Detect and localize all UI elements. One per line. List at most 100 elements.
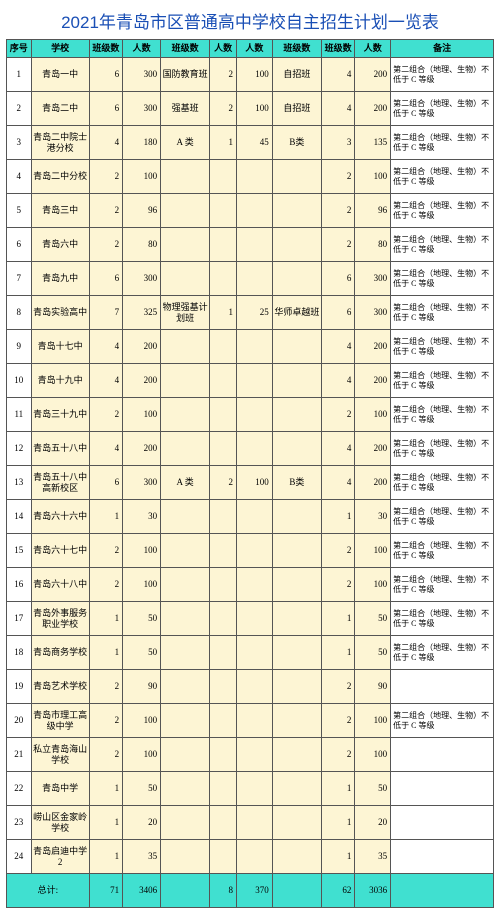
cell [161,160,210,194]
cell: 7 [89,296,123,330]
table-row: 19青岛艺术学校290290 [7,670,494,704]
totals-cell: 总计: [7,874,90,908]
cell: 4 [89,126,123,160]
cell: 2 [321,160,355,194]
cell [272,806,321,840]
cell [161,636,210,670]
cell [391,670,494,704]
cell: 第二组合（地理、生物）不低于 C 等级 [391,296,494,330]
cell [210,160,237,194]
cell: 青岛六十七中 [31,534,89,568]
cell [237,194,273,228]
cell [237,670,273,704]
table-row: 15青岛六十七中21002100第二组合（地理、生物）不低于 C 等级 [7,534,494,568]
cell: 国防教育班 [161,58,210,92]
table-row: 13青岛五十八中高新校区6300A 类2100B类4200第二组合（地理、生物）… [7,466,494,500]
cell [210,500,237,534]
cell: 3 [321,126,355,160]
cell: 青岛六十八中 [31,568,89,602]
cell: 80 [123,228,161,262]
cell: 1 [210,126,237,160]
cell: 23 [7,806,32,840]
cell: 21 [7,738,32,772]
col-idx: 序号 [7,40,32,58]
cell: A 类 [161,466,210,500]
cell [237,704,273,738]
cell [210,738,237,772]
cell [161,738,210,772]
cell: 第二组合（地理、生物）不低于 C 等级 [391,262,494,296]
cell: 1 [210,296,237,330]
cell: 2 [89,704,123,738]
cell: 自招班 [272,92,321,126]
cell: 4 [321,92,355,126]
cell: 青岛五十八中高新校区 [31,466,89,500]
cell: 2 [89,228,123,262]
cell: 11 [7,398,32,432]
cell [391,772,494,806]
cell: 300 [355,262,391,296]
cell [272,772,321,806]
cell: 第二组合（地理、生物）不低于 C 等级 [391,602,494,636]
cell [272,534,321,568]
col-ppl4: 人数 [355,40,391,58]
cell: 青岛一中 [31,58,89,92]
cell [237,330,273,364]
cell: 200 [355,466,391,500]
cell: 100 [123,160,161,194]
totals-cell [272,874,321,908]
cell: 6 [89,262,123,296]
cell [237,160,273,194]
cell: 第二组合（地理、生物）不低于 C 等级 [391,58,494,92]
cell: 1 [89,636,123,670]
cell [161,602,210,636]
totals-cell: 3036 [355,874,391,908]
cell: 50 [355,602,391,636]
cell: 1 [89,602,123,636]
table-row: 23崂山区金家岭学校120120 [7,806,494,840]
col-cls2: 班级数 [161,40,210,58]
cell: 16 [7,568,32,602]
totals-cell: 370 [237,874,273,908]
cell [237,262,273,296]
cell: 青岛九中 [31,262,89,296]
cell: 200 [355,330,391,364]
cell [237,602,273,636]
cell [161,330,210,364]
cell [272,568,321,602]
cell [210,534,237,568]
cell: 第二组合（地理、生物）不低于 C 等级 [391,92,494,126]
cell: 崂山区金家岭学校 [31,806,89,840]
cell: 50 [123,636,161,670]
cell: 90 [123,670,161,704]
cell: 4 [89,364,123,398]
cell: 第二组合（地理、生物）不低于 C 等级 [391,704,494,738]
cell [272,330,321,364]
cell: 300 [123,262,161,296]
col-cls3: 班级数 [272,40,321,58]
cell: 100 [355,398,391,432]
cell: 第二组合（地理、生物）不低于 C 等级 [391,500,494,534]
cell [161,262,210,296]
cell: 1 [89,500,123,534]
totals-cell [161,874,210,908]
cell: 10 [7,364,32,398]
cell [210,228,237,262]
cell: 青岛六中 [31,228,89,262]
cell [237,568,273,602]
cell: 50 [123,772,161,806]
cell [210,670,237,704]
cell: 6 [89,466,123,500]
col-cls1: 班级数 [89,40,123,58]
cell: 96 [355,194,391,228]
table-header: 序号 学校 班级数 人数 班级数 人数 人数 班级数 班级数 人数 备注 [7,40,494,58]
cell [210,772,237,806]
cell: 2 [321,398,355,432]
table-row: 20青岛市理工高级中学21002100第二组合（地理、生物）不低于 C 等级 [7,704,494,738]
cell: 4 [321,364,355,398]
cell: 100 [355,534,391,568]
table-row: 3青岛二中院士港分校4180A 类145B类3135第二组合（地理、生物）不低于… [7,126,494,160]
cell [161,228,210,262]
cell [272,262,321,296]
cell: 1 [89,840,123,874]
